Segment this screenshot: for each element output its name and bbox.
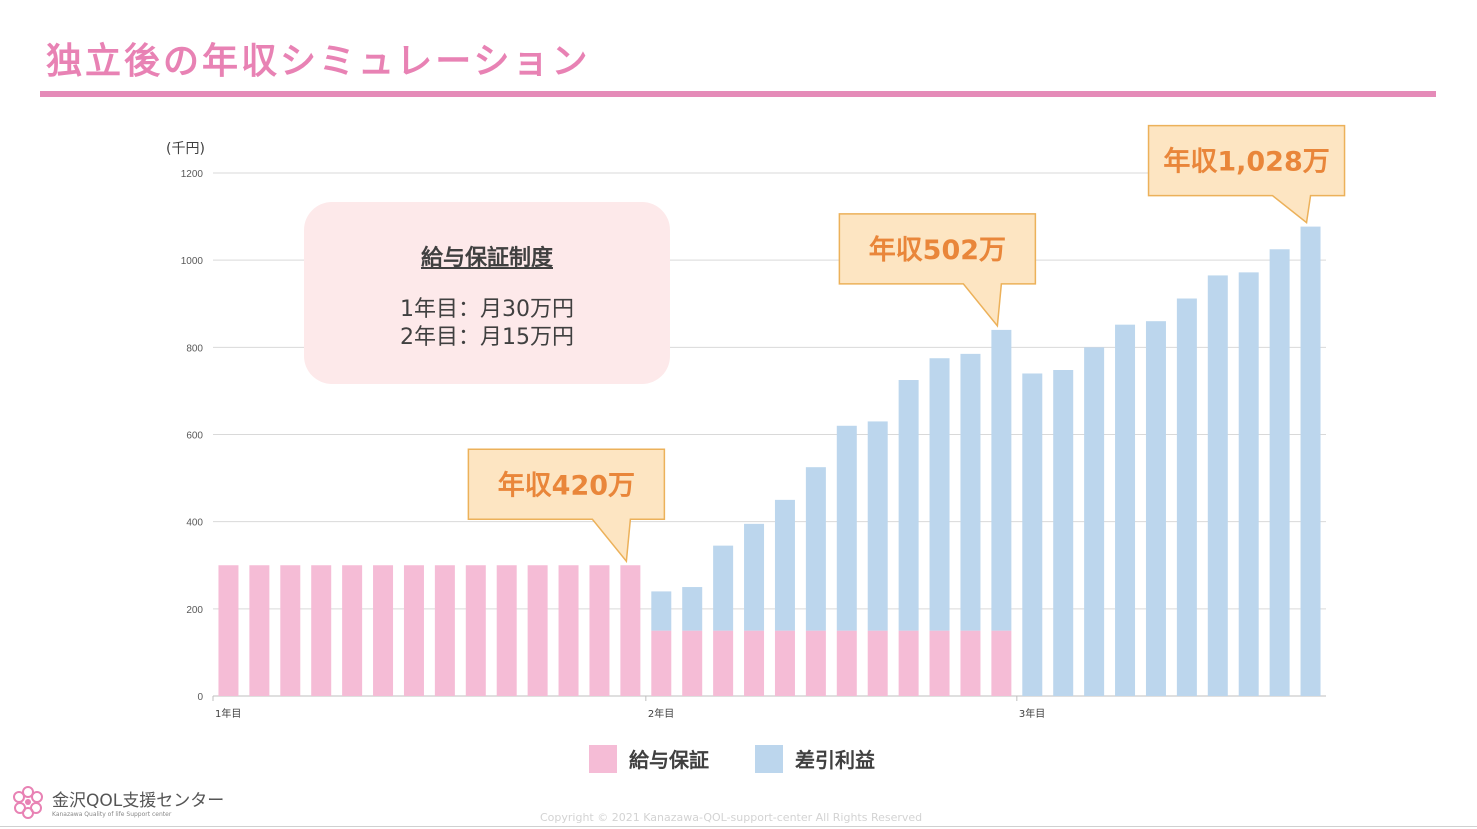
bar-salary-guarantee — [682, 630, 703, 696]
bar-net-profit — [836, 425, 857, 631]
legend-swatch-salary — [589, 744, 617, 773]
bar-net-profit — [1145, 321, 1166, 696]
note-title: 給与保証制度 — [420, 246, 553, 271]
callout-label: 年収502万 — [869, 234, 1006, 266]
callout-label: 年収420万 — [498, 469, 635, 501]
bar-salary-guarantee — [713, 630, 734, 696]
y-tick-label: 0 — [197, 692, 203, 703]
bar-salary-guarantee — [991, 630, 1012, 696]
callout-box — [838, 213, 1037, 328]
bar-net-profit — [651, 591, 672, 631]
y-tick-label: 400 — [186, 518, 203, 529]
callout-box — [1147, 124, 1346, 225]
y-tick-label: 600 — [186, 431, 203, 442]
copyright-text: Copyright © 2021 Kanazawa-QOL-support-ce… — [540, 811, 923, 824]
bar-salary-guarantee — [651, 630, 672, 696]
bar-net-profit — [1300, 226, 1321, 697]
footer-rule — [0, 826, 1477, 827]
note-line-year1: 1年目：月30万円 — [400, 297, 574, 322]
note-line-year2: 2年目：月15万円 — [400, 325, 574, 350]
bar-salary-guarantee — [620, 565, 641, 696]
y-tick-label: 1200 — [181, 169, 204, 180]
bar-net-profit — [1115, 324, 1136, 696]
bar-salary-guarantee — [929, 630, 950, 696]
callout-label: 年収1,028万 — [1163, 146, 1329, 178]
x-tick-label: 2年目 — [648, 707, 674, 720]
bar-salary-guarantee — [589, 565, 610, 696]
bar-salary-guarantee — [311, 565, 332, 696]
legend-label-salary: 給与保証 — [629, 748, 709, 772]
bar-net-profit — [1238, 272, 1259, 696]
bar-net-profit — [1176, 298, 1197, 696]
callout-box — [467, 448, 666, 564]
bar-salary-guarantee — [403, 565, 424, 696]
bar-net-profit — [929, 358, 950, 631]
bar-salary-guarantee — [836, 630, 857, 696]
legend-label-profit: 差引利益 — [795, 748, 875, 772]
legend-item-profit: 差引利益 — [755, 744, 875, 773]
bar-net-profit — [1269, 249, 1290, 697]
bar-salary-guarantee — [960, 630, 981, 696]
bar-net-profit — [713, 545, 734, 631]
legend-swatch-profit — [755, 744, 783, 773]
y-tick-label: 200 — [186, 605, 203, 616]
bar-salary-guarantee — [867, 630, 888, 696]
bar-net-profit — [682, 587, 703, 631]
page-title: 独立後の年収シミュレーション — [46, 41, 591, 82]
chart-legend: 給与保証 差引利益 — [589, 744, 921, 773]
bar-net-profit — [991, 329, 1012, 631]
legend-item-salary: 給与保証 — [589, 744, 709, 773]
y-axis-unit-label: (千円) — [166, 141, 205, 157]
bar-net-profit — [898, 380, 919, 631]
title-underline — [40, 91, 1436, 97]
bar-salary-guarantee — [218, 565, 239, 696]
bar-salary-guarantee — [280, 565, 301, 696]
bar-salary-guarantee — [434, 565, 455, 696]
bar-salary-guarantee — [373, 565, 394, 696]
bar-net-profit — [1084, 347, 1105, 696]
bar-salary-guarantee — [558, 565, 579, 696]
flower-logo-icon — [13, 786, 43, 819]
company-logo: 金沢QOL支援センター Kanazawa Quality of life Sup… — [10, 784, 224, 820]
bar-salary-guarantee — [805, 630, 826, 696]
bar-salary-guarantee — [249, 565, 270, 696]
y-tick-label: 1000 — [181, 256, 204, 267]
bar-net-profit — [1053, 369, 1074, 696]
bar-net-profit — [1022, 373, 1043, 696]
logo-name: 金沢QOL支援センター — [52, 791, 225, 811]
salary-guarantee-note: 給与保証制度 1年目：月30万円 2年目：月15万円 — [304, 202, 670, 384]
x-tick-label: 1年目 — [215, 707, 241, 720]
bar-net-profit — [744, 523, 765, 631]
bar-net-profit — [867, 421, 888, 631]
bar-salary-guarantee — [527, 565, 548, 696]
bar-salary-guarantee — [496, 565, 517, 696]
y-tick-label: 800 — [186, 343, 203, 354]
logo-subtitle: Kanazawa Quality of life Support center — [52, 811, 172, 818]
bar-salary-guarantee — [898, 630, 919, 696]
bar-salary-guarantee — [465, 565, 486, 696]
bar-net-profit — [774, 499, 795, 631]
bar-net-profit — [805, 467, 826, 631]
bar-net-profit — [1207, 275, 1228, 696]
bar-salary-guarantee — [744, 630, 765, 696]
bar-salary-guarantee — [774, 630, 795, 696]
bar-salary-guarantee — [342, 565, 363, 696]
x-tick-label: 3年目 — [1019, 707, 1045, 720]
bar-net-profit — [960, 353, 981, 631]
